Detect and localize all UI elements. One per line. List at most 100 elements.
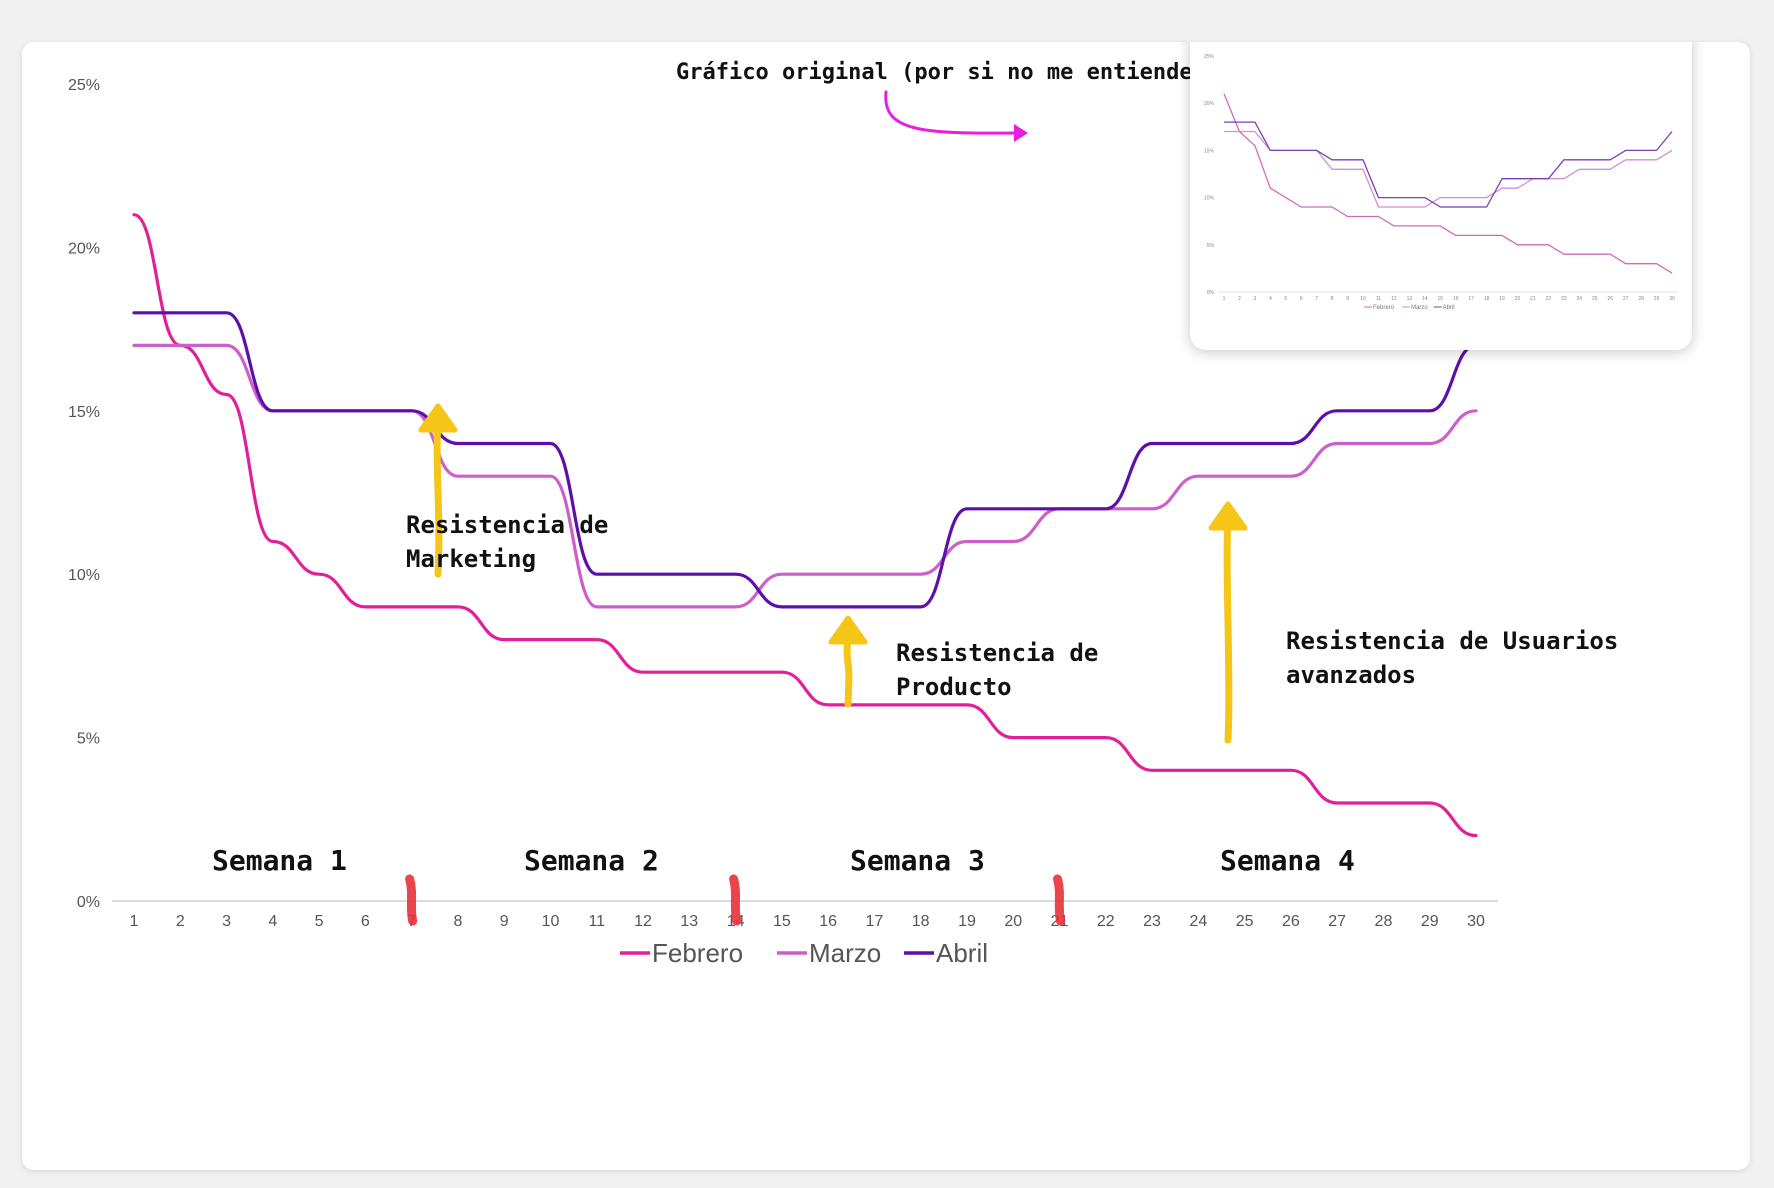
inset-x-tick-label: 28: [1638, 296, 1644, 302]
inset-x-tick-label: 23: [1561, 296, 1567, 302]
week-divider-marker: [729, 874, 742, 926]
inset-x-tick-label: 16: [1453, 296, 1459, 302]
inset-x-tick-label: 3: [1254, 296, 1257, 302]
x-tick-label: 24: [1189, 913, 1207, 930]
x-tick-label: 16: [819, 913, 837, 930]
x-tick-label: 3: [222, 913, 231, 930]
inset-x-tick-label: 29: [1654, 296, 1660, 302]
inset-y-tick-label: 5%: [1207, 243, 1215, 249]
arrow-shaft: [433, 418, 443, 578]
inset-y-tick-label: 15%: [1204, 148, 1215, 154]
legend-label-febrero: Febrero: [652, 938, 743, 968]
x-tick-label: 30: [1467, 913, 1485, 930]
inset-x-tick-label: 2: [1238, 296, 1241, 302]
annotation-producto-line1: Resistencia de: [896, 639, 1099, 667]
week-label-2: Semana 2: [524, 844, 659, 877]
inset-x-tick-label: 10: [1360, 296, 1366, 302]
x-tick-label: 26: [1282, 913, 1300, 930]
inset-x-tick-label: 18: [1484, 296, 1490, 302]
annotation-marketing-line1: Resistencia de: [406, 511, 609, 539]
inset-x-tick-label: 30: [1669, 296, 1675, 302]
x-tick-label: 19: [958, 913, 976, 930]
x-tick-label: 9: [500, 913, 509, 930]
week-label-3: Semana 3: [850, 844, 985, 877]
inset-x-tick-label: 22: [1546, 296, 1552, 302]
x-tick-label: 20: [1004, 913, 1022, 930]
inset-x-tick-label: 6: [1300, 296, 1303, 302]
annotation-producto: Resistencia de Producto: [896, 636, 1098, 704]
series-line-febrero: [132, 213, 1478, 838]
legend-label-abril: Abril: [936, 938, 988, 968]
inset-legend-label: Abril: [1443, 305, 1455, 311]
inset-x-tick-label: 9: [1346, 296, 1349, 302]
x-tick-label: 29: [1421, 913, 1439, 930]
week-label-4: Semana 4: [1220, 844, 1355, 877]
inset-x-tick-label: 21: [1530, 296, 1536, 302]
series-line-abril: [132, 311, 1478, 609]
inset-line-chart: 0%5%10%15%20%25%1 2 3 4 5 6 7 8 9 10 11 12 13 14 15 16 1…: [1204, 54, 1678, 311]
series-line-marzo: [132, 343, 1478, 609]
annotation-usuarios-line1: Resistencia de Usuarios: [1286, 627, 1619, 655]
y-tick-label: 25%: [68, 77, 100, 94]
inset-x-tick-label: 14: [1422, 296, 1428, 302]
x-tick-label: 17: [866, 913, 884, 930]
inset-x-tick-label: 26: [1607, 296, 1613, 302]
marketing-arrow: [418, 403, 458, 578]
x-tick-label: 8: [453, 913, 462, 930]
arrow-head: [1208, 501, 1248, 531]
week-divider-marker: [405, 874, 418, 926]
inset-x-tick-label: 17: [1468, 296, 1474, 302]
x-tick-label: 1: [130, 913, 139, 930]
x-tick-label: 12: [634, 913, 652, 930]
y-tick-label: 20%: [68, 240, 100, 257]
inset-y-tick-label: 20%: [1204, 101, 1215, 107]
inset-series-line-febrero: [1223, 93, 1673, 274]
annotation-producto-line2: Producto: [896, 673, 1012, 701]
main-line-chart: 0%5%10%15%20%25%1 2 3 4 5 6 7 8 9 10 11 12 13 14 15 16 1…: [68, 77, 1498, 968]
arrow-head: [828, 615, 868, 645]
inset-series-line-abril: [1224, 121, 1673, 208]
inset-x-tick-label: 27: [1623, 296, 1629, 302]
x-tick-label: 18: [912, 913, 930, 930]
inset-y-tick-label: 0%: [1207, 290, 1215, 296]
legend-label-marzo: Marzo: [809, 938, 881, 968]
x-tick-label: 2: [176, 913, 185, 930]
caption-arrow-head: [1014, 124, 1028, 142]
inset-legend-label: Marzo: [1411, 305, 1428, 311]
y-tick-label: 15%: [68, 404, 100, 421]
inset-x-tick-label: 15: [1437, 296, 1443, 302]
x-tick-label: 22: [1097, 913, 1115, 930]
y-tick-label: 0%: [77, 894, 100, 911]
x-tick-label: 4: [268, 913, 277, 930]
x-tick-label: 27: [1328, 913, 1346, 930]
x-tick-label: 5: [315, 913, 324, 930]
caption-arrow-curve: [884, 90, 1024, 135]
inset-legend-label: Febrero: [1373, 305, 1395, 311]
week-label-1: Semana 1: [212, 844, 347, 877]
inset-x-tick-label: 13: [1407, 296, 1413, 302]
y-tick-label: 10%: [68, 567, 100, 584]
x-tick-label: 28: [1375, 913, 1393, 930]
inset-x-tick-label: 4: [1269, 296, 1272, 302]
inset-x-tick-label: 12: [1391, 296, 1397, 302]
inset-x-tick-label: 7: [1315, 296, 1318, 302]
inset-x-tick-label: 8: [1331, 296, 1334, 302]
week-divider-marker: [1053, 874, 1066, 926]
arrow-head: [418, 403, 458, 433]
arrow-shaft: [1223, 516, 1233, 744]
inset-series-line-marzo: [1224, 130, 1673, 208]
annotation-usuarios-line2: avanzados: [1286, 661, 1417, 689]
inset-x-tick-label: 5: [1284, 296, 1287, 302]
x-tick-label: 11: [588, 913, 605, 930]
producto-arrow: [828, 615, 868, 708]
arrow-shaft: [843, 630, 853, 708]
inset-x-tick-label: 24: [1577, 296, 1583, 302]
usuarios-arrow: [1208, 501, 1248, 744]
inset-x-tick-label: 25: [1592, 296, 1598, 302]
inset-original-chart-card: 0% 5% 10% 15% 20% 25% 1 2 3 4 5 6 7 8 9 10 11 12 13 14 15 16 1…: [1190, 42, 1692, 350]
inset-y-tick-label: 25%: [1204, 54, 1215, 60]
x-tick-label: 15: [773, 913, 791, 930]
inset-x-tick-label: 1: [1223, 296, 1226, 302]
x-tick-label: 25: [1236, 913, 1254, 930]
inset-x-tick-label: 11: [1376, 296, 1381, 302]
